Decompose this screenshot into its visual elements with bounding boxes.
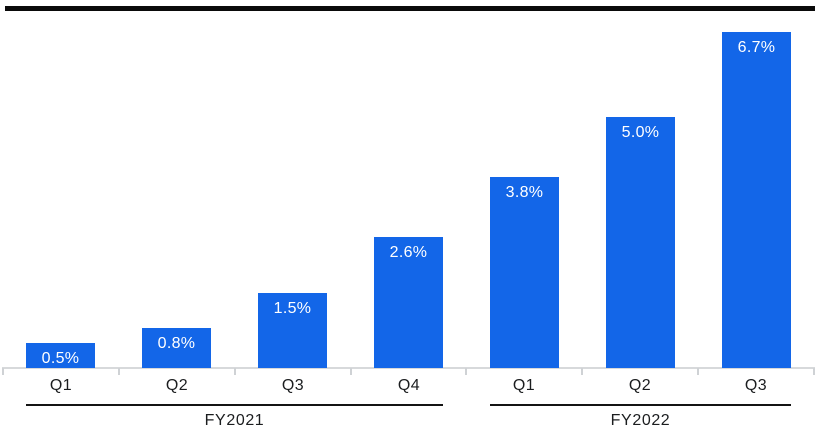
x-axis-label: Q2 bbox=[628, 377, 652, 394]
group-line-fy2021 bbox=[26, 404, 443, 406]
bar-fy2021-q3: 1.5% bbox=[258, 293, 327, 368]
bar-value-label: 0.8% bbox=[157, 335, 196, 352]
bar-value-label: 5.0% bbox=[621, 124, 660, 141]
x-axis-label: Q1 bbox=[512, 377, 536, 394]
axis-tick bbox=[118, 368, 120, 375]
group-label-fy2021: FY2021 bbox=[204, 412, 265, 429]
axis-tick bbox=[350, 368, 352, 375]
axis-tick bbox=[2, 368, 4, 375]
top-rule bbox=[5, 6, 815, 11]
bar-fy2021-q2: 0.8% bbox=[142, 328, 211, 368]
bar-fy2021-q4: 2.6% bbox=[374, 237, 443, 368]
bar-value-label: 1.5% bbox=[273, 300, 312, 317]
bar-fy2022-q2: 5.0% bbox=[606, 117, 675, 368]
bar-value-label: 3.8% bbox=[505, 184, 544, 201]
bar-value-label: 6.7% bbox=[737, 39, 776, 56]
group-line-fy2022 bbox=[490, 404, 791, 406]
bar-value-label: 0.5% bbox=[41, 350, 80, 367]
x-axis-label: Q3 bbox=[281, 377, 305, 394]
axis-tick bbox=[697, 368, 699, 375]
axis-tick bbox=[813, 368, 815, 375]
axis-tick bbox=[581, 368, 583, 375]
bar-value-label: 2.6% bbox=[389, 244, 428, 261]
x-axis-line bbox=[2, 367, 815, 369]
x-axis-label: Q3 bbox=[744, 377, 768, 394]
x-axis-label: Q4 bbox=[397, 377, 421, 394]
group-label-fy2022: FY2022 bbox=[610, 412, 671, 429]
axis-tick bbox=[234, 368, 236, 375]
bar-fy2022-q1: 3.8% bbox=[490, 177, 559, 368]
axis-tick bbox=[465, 368, 467, 375]
bar-fy2022-q3: 6.7% bbox=[722, 32, 791, 368]
x-axis-label: Q2 bbox=[165, 377, 189, 394]
bar-fy2021-q1: 0.5% bbox=[26, 343, 95, 368]
x-axis-label: Q1 bbox=[49, 377, 73, 394]
